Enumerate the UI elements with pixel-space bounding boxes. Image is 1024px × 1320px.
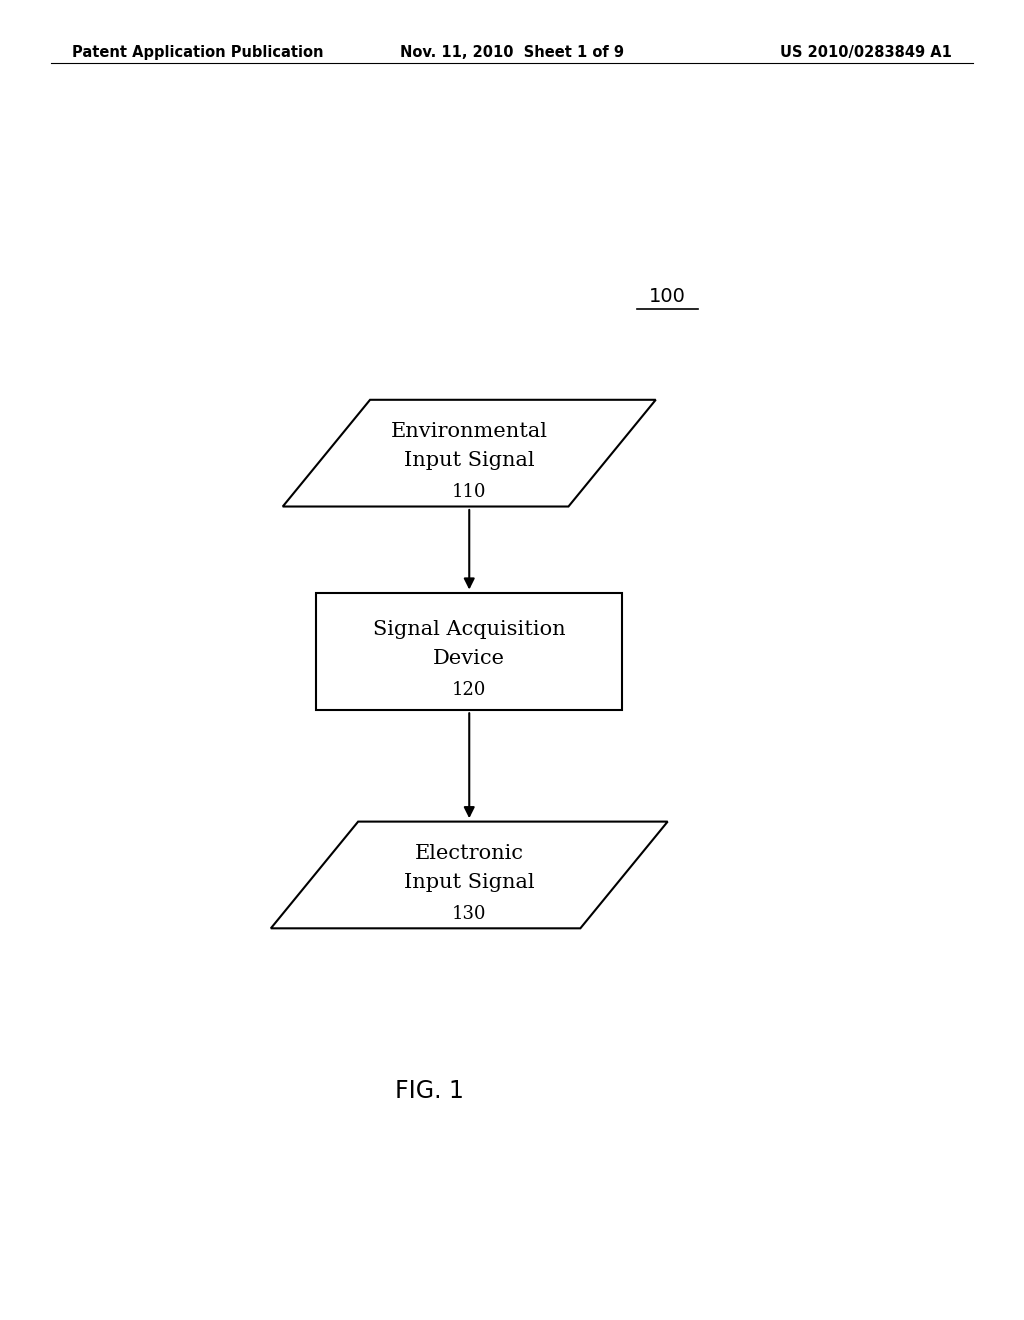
- Text: 100: 100: [649, 286, 686, 306]
- Text: Input Signal: Input Signal: [403, 873, 535, 892]
- Text: FIG. 1: FIG. 1: [395, 1080, 464, 1104]
- Text: US 2010/0283849 A1: US 2010/0283849 A1: [780, 45, 952, 59]
- Text: Signal Acquisition: Signal Acquisition: [373, 620, 565, 639]
- Polygon shape: [283, 400, 655, 507]
- Text: Electronic: Electronic: [415, 843, 523, 862]
- Text: 110: 110: [452, 483, 486, 502]
- Text: Device: Device: [433, 649, 505, 668]
- Text: Patent Application Publication: Patent Application Publication: [72, 45, 324, 59]
- Text: 130: 130: [452, 906, 486, 923]
- Text: Nov. 11, 2010  Sheet 1 of 9: Nov. 11, 2010 Sheet 1 of 9: [400, 45, 624, 59]
- Text: 120: 120: [452, 681, 486, 700]
- Text: Environmental: Environmental: [391, 421, 548, 441]
- Text: Input Signal: Input Signal: [403, 451, 535, 470]
- Bar: [316, 593, 622, 710]
- Polygon shape: [270, 821, 668, 928]
